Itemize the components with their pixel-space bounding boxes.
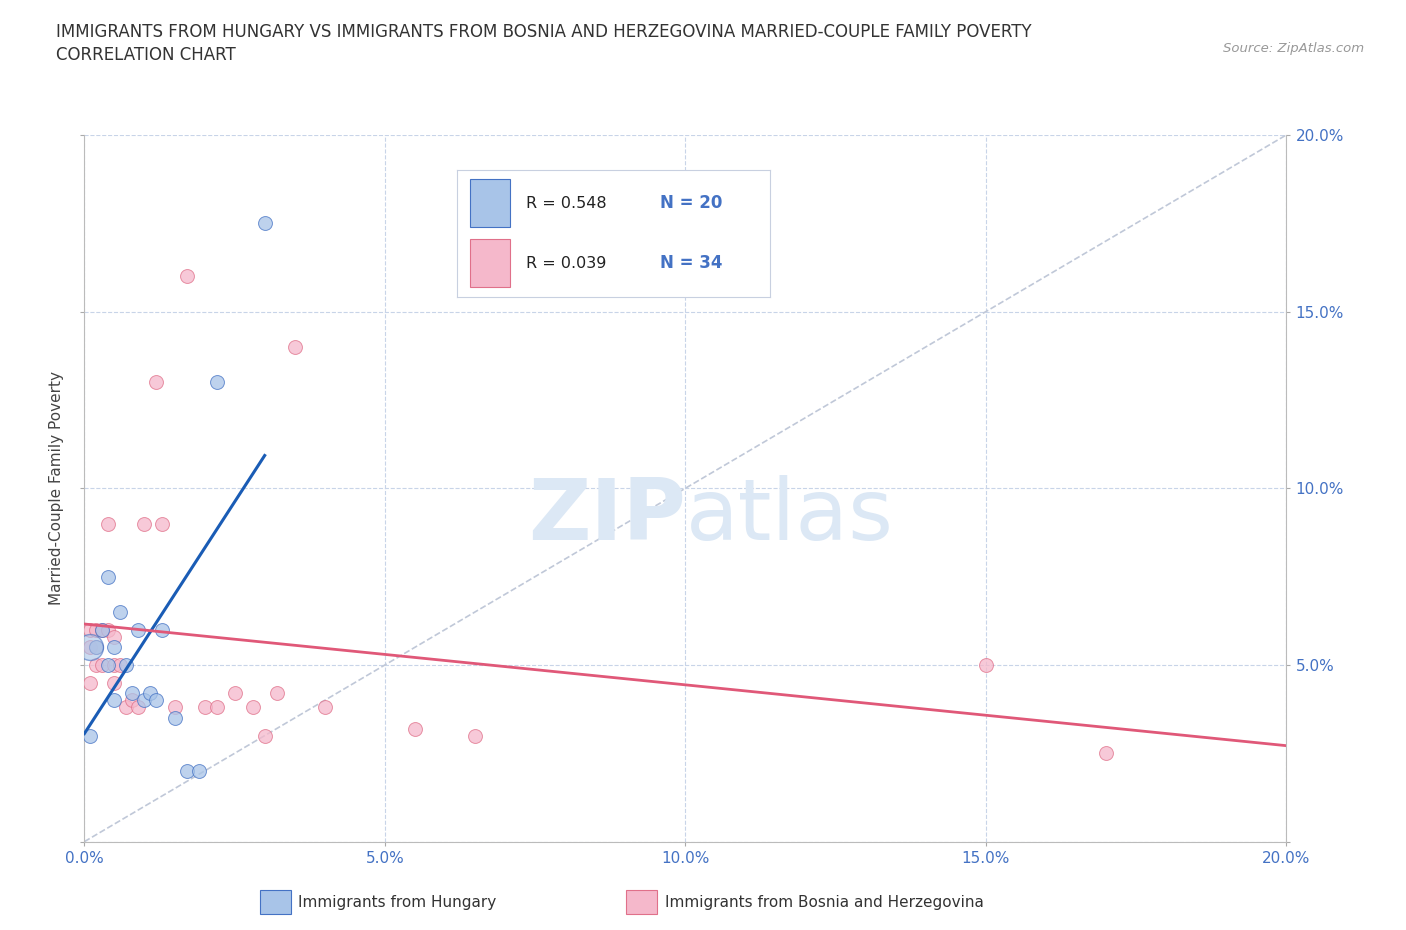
Point — [115, 700, 138, 715]
Point — [187, 764, 209, 778]
Point — [974, 658, 997, 672]
Text: CORRELATION CHART: CORRELATION CHART — [56, 46, 236, 64]
Point — [176, 269, 198, 284]
Point — [110, 658, 132, 672]
Point — [103, 630, 125, 644]
Point — [79, 675, 101, 690]
Text: IMMIGRANTS FROM HUNGARY VS IMMIGRANTS FROM BOSNIA AND HERZEGOVINA MARRIED-COUPLE: IMMIGRANTS FROM HUNGARY VS IMMIGRANTS FR… — [56, 23, 1032, 41]
Text: Source: ZipAtlas.com: Source: ZipAtlas.com — [1223, 42, 1364, 55]
Point — [145, 693, 167, 708]
Text: R = 0.548: R = 0.548 — [526, 196, 606, 211]
Point — [79, 622, 101, 637]
Point — [284, 339, 307, 354]
Point — [97, 622, 120, 637]
Text: N = 34: N = 34 — [661, 254, 723, 272]
Point — [103, 658, 125, 672]
Point — [97, 569, 120, 584]
FancyBboxPatch shape — [470, 239, 510, 287]
Point — [194, 700, 217, 715]
Y-axis label: Married-Couple Family Poverty: Married-Couple Family Poverty — [49, 371, 65, 605]
Point — [163, 711, 186, 725]
Point — [86, 640, 108, 655]
Point — [79, 640, 101, 655]
Text: Immigrants from Hungary: Immigrants from Hungary — [298, 895, 496, 910]
Point — [97, 516, 120, 531]
Point — [253, 728, 276, 743]
Point — [205, 375, 228, 390]
Point — [103, 693, 125, 708]
Point — [121, 685, 143, 700]
Point — [152, 622, 174, 637]
Point — [224, 685, 246, 700]
Point — [127, 700, 149, 715]
Point — [115, 658, 138, 672]
Point — [86, 622, 108, 637]
Point — [134, 516, 156, 531]
Point — [176, 764, 198, 778]
FancyBboxPatch shape — [470, 179, 510, 228]
Point — [79, 728, 101, 743]
Point — [253, 216, 276, 231]
Point — [86, 658, 108, 672]
Text: atlas: atlas — [686, 475, 893, 558]
Point — [103, 675, 125, 690]
Point — [121, 693, 143, 708]
Point — [205, 700, 228, 715]
Point — [103, 640, 125, 655]
Point — [404, 721, 426, 736]
Point — [139, 685, 162, 700]
Point — [314, 700, 336, 715]
Text: Immigrants from Bosnia and Herzegovina: Immigrants from Bosnia and Herzegovina — [665, 895, 984, 910]
Point — [97, 658, 120, 672]
Point — [152, 516, 174, 531]
Text: ZIP: ZIP — [527, 475, 686, 558]
Point — [134, 693, 156, 708]
Point — [145, 375, 167, 390]
Point — [266, 685, 288, 700]
Point — [79, 640, 101, 655]
Point — [242, 700, 264, 715]
Point — [163, 700, 186, 715]
Point — [110, 604, 132, 619]
Point — [91, 658, 114, 672]
Point — [464, 728, 486, 743]
Point — [91, 622, 114, 637]
Text: R = 0.039: R = 0.039 — [526, 256, 606, 271]
Point — [91, 622, 114, 637]
Text: N = 20: N = 20 — [661, 194, 723, 212]
Point — [1095, 746, 1118, 761]
Point — [86, 640, 108, 655]
Point — [127, 622, 149, 637]
